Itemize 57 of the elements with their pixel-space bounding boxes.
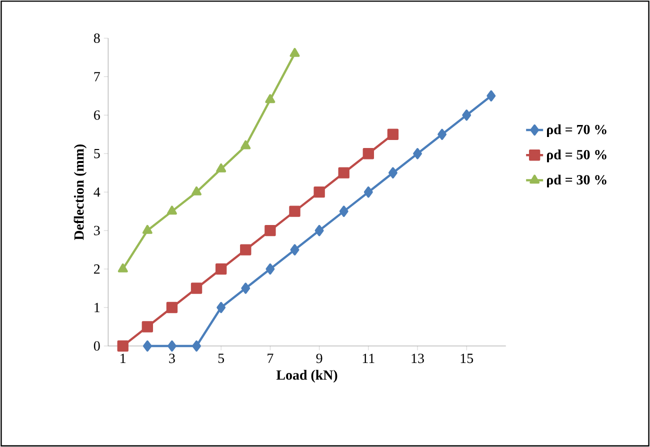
x-tick-label: 9 xyxy=(316,354,322,364)
point xyxy=(216,163,226,172)
point xyxy=(314,186,325,198)
legend-label: ρd = 50 % xyxy=(547,150,606,162)
point xyxy=(264,224,276,236)
x-axis-title: Load (kN) xyxy=(276,370,338,383)
x-tick-label: 13 xyxy=(412,354,424,364)
point xyxy=(413,148,422,160)
point xyxy=(215,263,227,275)
point xyxy=(289,206,300,217)
point xyxy=(290,48,300,57)
point xyxy=(240,244,252,256)
point xyxy=(265,94,276,104)
point xyxy=(362,148,374,160)
point xyxy=(192,340,202,352)
point xyxy=(190,282,202,294)
legend-label: ρd = 30 % xyxy=(547,174,606,188)
point xyxy=(388,167,398,178)
x-tick-label: 11 xyxy=(362,354,374,363)
point xyxy=(314,224,324,236)
point xyxy=(166,206,177,215)
x-tick-label: 7 xyxy=(268,354,274,363)
x-tick-label: 15 xyxy=(460,354,474,364)
point xyxy=(241,282,250,294)
y-tick-label: 6 xyxy=(94,110,100,120)
y-tick-label: 7 xyxy=(94,72,100,82)
y-axis-title: Deflection (mm) xyxy=(74,144,87,240)
point xyxy=(166,302,178,314)
y-tick-label: 0 xyxy=(94,341,100,351)
point xyxy=(192,186,202,196)
x-tick-label: 1 xyxy=(120,354,126,363)
point xyxy=(142,224,152,234)
point xyxy=(438,128,447,140)
point xyxy=(462,109,472,121)
y-tick-label: 2 xyxy=(94,264,100,274)
point xyxy=(290,244,300,256)
x-tick-label: 5 xyxy=(218,354,224,363)
point xyxy=(216,302,226,314)
point xyxy=(118,263,128,272)
y-tick-label: 1 xyxy=(94,302,100,312)
point xyxy=(266,263,275,275)
point xyxy=(339,206,348,217)
point xyxy=(240,140,251,150)
point xyxy=(168,340,176,352)
point xyxy=(142,340,152,352)
point xyxy=(387,128,399,140)
y-tick-label: 3 xyxy=(94,226,100,236)
y-tick-label: 5 xyxy=(94,148,100,158)
point xyxy=(338,167,350,178)
point xyxy=(142,321,154,332)
x-tick-label: 3 xyxy=(169,354,175,364)
legend-label: ρd = 70 % xyxy=(547,124,606,138)
y-tick-label: 8 xyxy=(94,33,100,43)
point xyxy=(117,340,128,352)
point xyxy=(364,186,373,198)
point xyxy=(486,90,496,102)
y-tick-label: 4 xyxy=(94,187,100,197)
